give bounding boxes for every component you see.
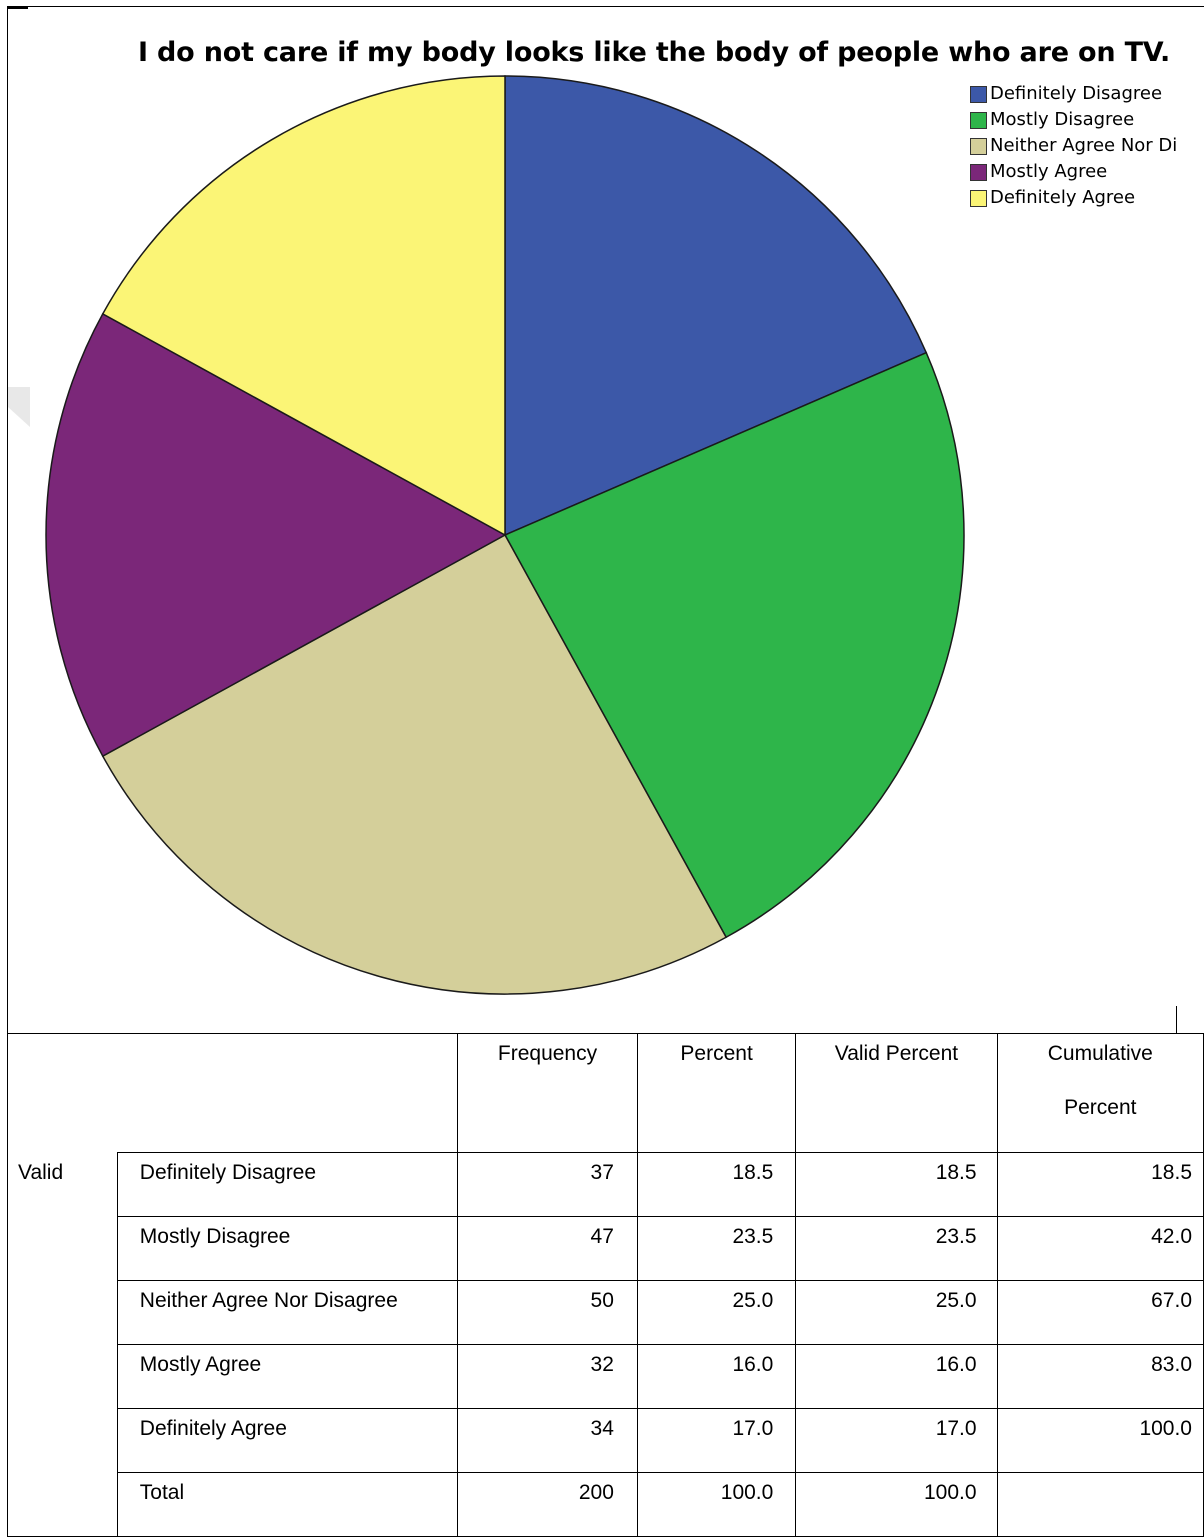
percent-cell: 25.0 [636,1280,797,1345]
frequency-cell: 200 [457,1472,638,1537]
pie-slice-neither-agree-nor-disagree [101,533,728,995]
legend-swatch [970,85,987,103]
frequency-cell: 47 [457,1216,638,1281]
pie-slice-definitely-agree [101,75,506,537]
valid-percent-cell: 16.0 [795,1344,998,1409]
valid-percent-cell: 17.0 [795,1408,998,1473]
legend-swatch [970,137,987,155]
frequency-cell: 37 [457,1152,638,1217]
header-frequency: Frequency [457,1033,638,1153]
legend-item: Definitely Disagree [970,81,1177,107]
chart-frame: I do not care if my body looks like the … [7,6,1204,1034]
table-row: Mostly Disagree 47 23.5 23.5 42.0 [7,1216,1204,1281]
valid-cell [7,1344,118,1409]
pie-slice-mostly-disagree [503,351,965,939]
row-label: Definitely Disagree [116,1152,459,1217]
valid-cell [7,1280,118,1345]
row-label: Neither Agree Nor Disagree [116,1280,459,1345]
cumulative-percent-cell: 83.0 [996,1344,1204,1409]
pie-chart [45,75,965,995]
header-empty-label-cell [117,1033,459,1153]
frequency-cell: 34 [457,1408,638,1473]
frequency-cell: 32 [457,1344,638,1409]
cumulative-percent-cell: 18.5 [996,1152,1204,1217]
legend-item: Definitely Agree [970,185,1177,211]
header-percent: Percent [636,1033,797,1153]
header-valid-percent: Valid Percent [795,1033,998,1153]
cumulative-percent-cell: 42.0 [996,1216,1204,1281]
cumulative-percent-cell: 100.0 [996,1408,1204,1473]
table-row: Mostly Agree 32 16.0 16.0 83.0 [7,1344,1204,1409]
pie-slice-mostly-agree [45,312,507,758]
percent-cell: 23.5 [636,1216,797,1281]
valid-cell: Valid [7,1152,118,1217]
chart-title: I do not care if my body looks like the … [138,37,1171,68]
valid-percent-cell: 100.0 [795,1472,998,1537]
legend-item: Neither Agree Nor Di [970,133,1177,159]
header-cumulative-percent: Cumulative Percent [996,1033,1204,1153]
valid-percent-cell: 23.5 [795,1216,998,1281]
row-label: Mostly Agree [116,1344,459,1409]
chart-legend: Definitely Disagree Mostly Disagree Neithe… [970,81,1177,211]
row-label: Mostly Disagree [116,1216,459,1281]
percent-cell: 17.0 [636,1408,797,1473]
row-label: Definitely Agree [116,1408,459,1473]
legend-label: Neither Agree Nor Di [990,135,1178,156]
legend-swatch [970,189,987,207]
cumulative-percent-cell [996,1472,1204,1537]
legend-label: Mostly Agree [990,161,1108,182]
frame-tick [1176,1006,1177,1033]
row-label: Total [116,1472,459,1537]
legend-item: Mostly Agree [970,159,1177,185]
legend-swatch [970,163,987,181]
corner-mark [8,7,28,9]
legend-label: Definitely Disagree [990,83,1163,104]
legend-swatch [970,111,987,129]
cumulative-percent-cell: 67.0 [996,1280,1204,1345]
valid-percent-cell: 25.0 [795,1280,998,1345]
legend-label: Definitely Agree [990,187,1136,208]
watermark-shape [8,387,30,427]
table-header-row: Frequency Percent Valid Percent Cumulati… [7,1033,1204,1153]
legend-item: Mostly Disagree [970,107,1177,133]
table-row: Total 200 100.0 100.0 [7,1472,1204,1537]
percent-cell: 16.0 [636,1344,797,1409]
pie-slice-definitely-disagree [504,75,928,537]
frequency-table: Frequency Percent Valid Percent Cumulati… [7,1033,1204,1537]
table-row: Valid Definitely Disagree 37 18.5 18.5 18.5 [7,1152,1204,1217]
valid-percent-cell: 18.5 [795,1152,998,1217]
table-row: Definitely Agree 34 17.0 17.0 100.0 [7,1408,1204,1473]
valid-cell [7,1216,118,1281]
legend-label: Mostly Disagree [990,109,1135,130]
percent-cell: 18.5 [636,1152,797,1217]
header-empty-cell [7,1033,118,1153]
valid-cell [7,1408,118,1473]
table-row: Neither Agree Nor Disagree 50 25.0 25.0 67.0 [7,1280,1204,1345]
frequency-cell: 50 [457,1280,638,1345]
percent-cell: 100.0 [636,1472,797,1537]
valid-cell [7,1472,118,1537]
